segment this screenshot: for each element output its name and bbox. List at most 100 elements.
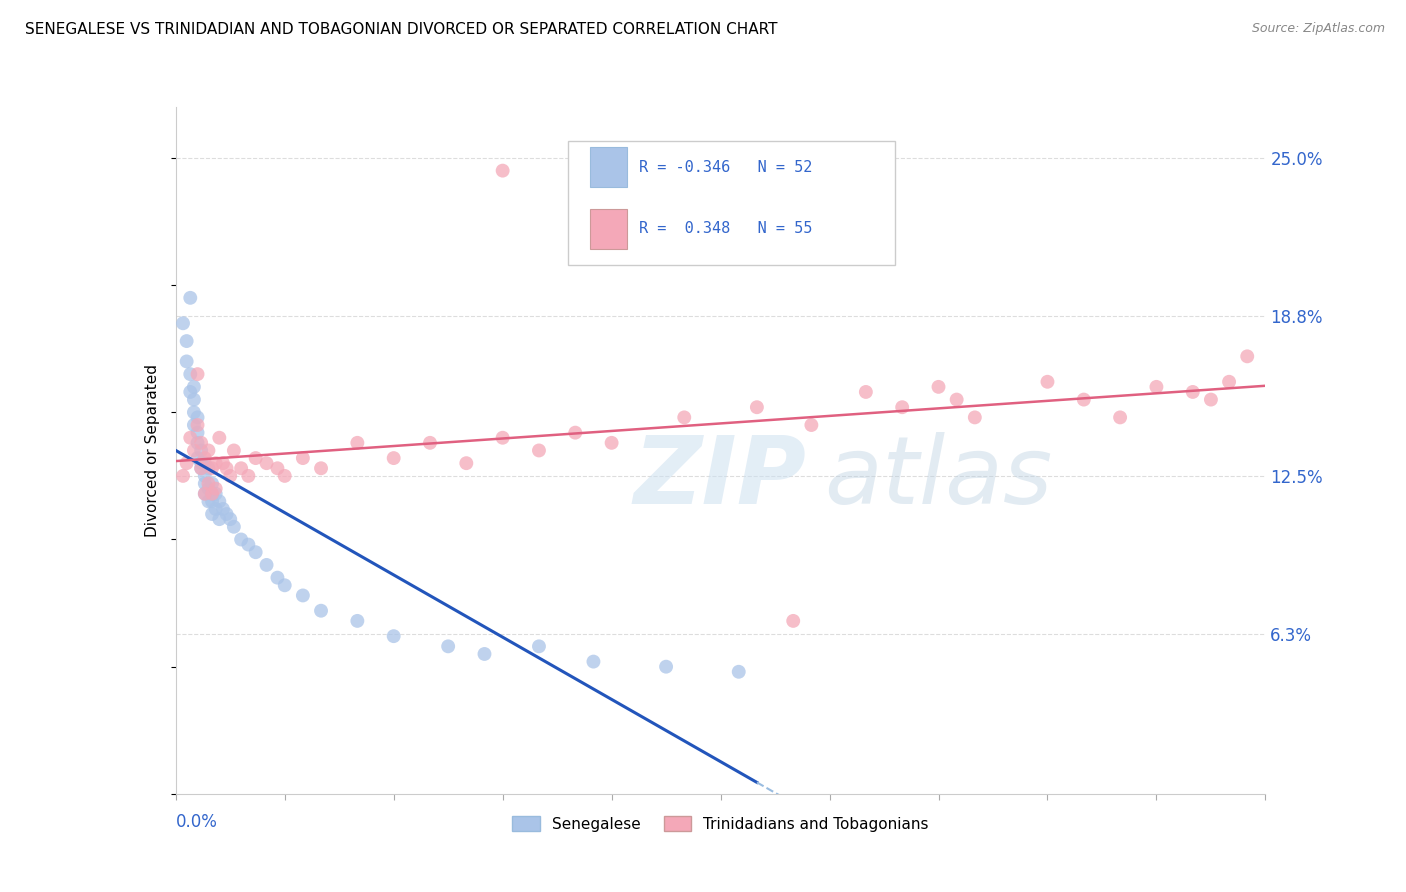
Point — [238, 538, 260, 552]
Point — [382, 629, 405, 643]
Point — [245, 451, 267, 466]
Point — [800, 417, 823, 432]
Legend: Senegalese, Trinidadians and Tobagonians: Senegalese, Trinidadians and Tobagonians — [506, 810, 935, 838]
Point — [655, 659, 678, 673]
Point — [190, 456, 212, 470]
Point — [945, 392, 967, 407]
Point — [1181, 384, 1204, 399]
Point — [176, 456, 198, 470]
Point — [222, 443, 245, 458]
Point — [274, 578, 297, 592]
Point — [194, 451, 217, 466]
FancyBboxPatch shape — [591, 209, 627, 249]
Point — [190, 435, 212, 450]
Point — [727, 665, 749, 679]
Point — [527, 640, 550, 654]
Point — [245, 545, 267, 559]
Point — [274, 469, 297, 483]
Point — [204, 502, 226, 516]
Point — [219, 469, 242, 483]
Point — [600, 435, 623, 450]
Point — [186, 425, 209, 440]
Text: 0.0%: 0.0% — [176, 814, 218, 831]
Point — [179, 431, 201, 445]
Point — [179, 384, 201, 399]
Point — [238, 469, 260, 483]
Point — [474, 647, 496, 661]
Text: R = -0.346   N = 52: R = -0.346 N = 52 — [638, 160, 813, 175]
Text: ZIP: ZIP — [633, 432, 806, 524]
Point — [1146, 380, 1168, 394]
Point — [891, 401, 914, 415]
Point — [194, 469, 217, 483]
Point — [212, 456, 235, 470]
Point — [1218, 375, 1240, 389]
Point — [194, 456, 217, 470]
Point — [183, 443, 205, 458]
Text: SENEGALESE VS TRINIDADIAN AND TOBAGONIAN DIVORCED OR SEPARATED CORRELATION CHART: SENEGALESE VS TRINIDADIAN AND TOBAGONIAN… — [25, 22, 778, 37]
Point — [204, 482, 226, 496]
Point — [197, 476, 219, 491]
Point — [346, 435, 368, 450]
Point — [176, 354, 198, 368]
Point — [309, 461, 332, 475]
Text: atlas: atlas — [824, 433, 1052, 524]
Y-axis label: Divorced or Separated: Divorced or Separated — [145, 364, 160, 537]
Point — [419, 435, 441, 450]
Point — [1199, 392, 1222, 407]
Point — [215, 507, 238, 521]
Point — [963, 410, 986, 425]
Point — [1236, 349, 1258, 363]
Point — [201, 486, 224, 500]
Point — [201, 494, 224, 508]
Point — [582, 655, 605, 669]
Point — [346, 614, 368, 628]
Point — [197, 443, 219, 458]
Point — [492, 163, 515, 178]
Point — [266, 461, 288, 475]
Point — [172, 316, 194, 330]
Point — [183, 405, 205, 419]
Point — [183, 417, 205, 432]
Point — [183, 392, 205, 407]
Point — [190, 461, 212, 475]
Point — [194, 486, 217, 500]
Point — [172, 469, 194, 483]
Point — [201, 507, 224, 521]
Point — [197, 482, 219, 496]
Point — [1109, 410, 1132, 425]
Point — [215, 461, 238, 475]
Point — [527, 443, 550, 458]
Point — [291, 451, 314, 466]
Point — [201, 476, 224, 491]
Point — [782, 614, 804, 628]
Point — [291, 589, 314, 603]
Point — [208, 512, 231, 526]
Point — [564, 425, 586, 440]
Point — [190, 443, 212, 458]
Point — [201, 486, 224, 500]
Point — [176, 334, 198, 348]
Point — [745, 401, 768, 415]
Point — [208, 494, 231, 508]
Point — [212, 502, 235, 516]
Point — [179, 367, 201, 381]
Point — [222, 520, 245, 534]
Point — [197, 494, 219, 508]
Point — [1073, 392, 1095, 407]
Point — [201, 461, 224, 475]
Point — [382, 451, 405, 466]
Point — [231, 461, 253, 475]
Point — [437, 640, 460, 654]
Point — [197, 461, 219, 475]
Point — [1036, 375, 1059, 389]
FancyBboxPatch shape — [591, 147, 627, 187]
Point — [194, 476, 217, 491]
Point — [219, 512, 242, 526]
Point — [266, 571, 288, 585]
Point — [231, 533, 253, 547]
Point — [186, 417, 209, 432]
Point — [673, 410, 696, 425]
Point — [928, 380, 950, 394]
Point — [186, 410, 209, 425]
